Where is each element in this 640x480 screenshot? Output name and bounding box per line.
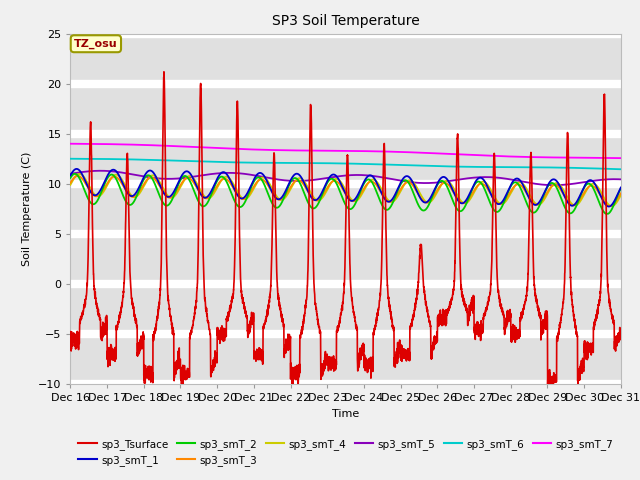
Legend: sp3_Tsurface, sp3_smT_1, sp3_smT_2, sp3_smT_3, sp3_smT_4, sp3_smT_5, sp3_smT_6, : sp3_Tsurface, sp3_smT_1, sp3_smT_2, sp3_… [74,435,618,470]
Y-axis label: Soil Temperature (C): Soil Temperature (C) [22,152,33,266]
X-axis label: Time: Time [332,408,359,419]
Title: SP3 Soil Temperature: SP3 Soil Temperature [272,14,419,28]
Text: TZ_osu: TZ_osu [74,38,118,49]
